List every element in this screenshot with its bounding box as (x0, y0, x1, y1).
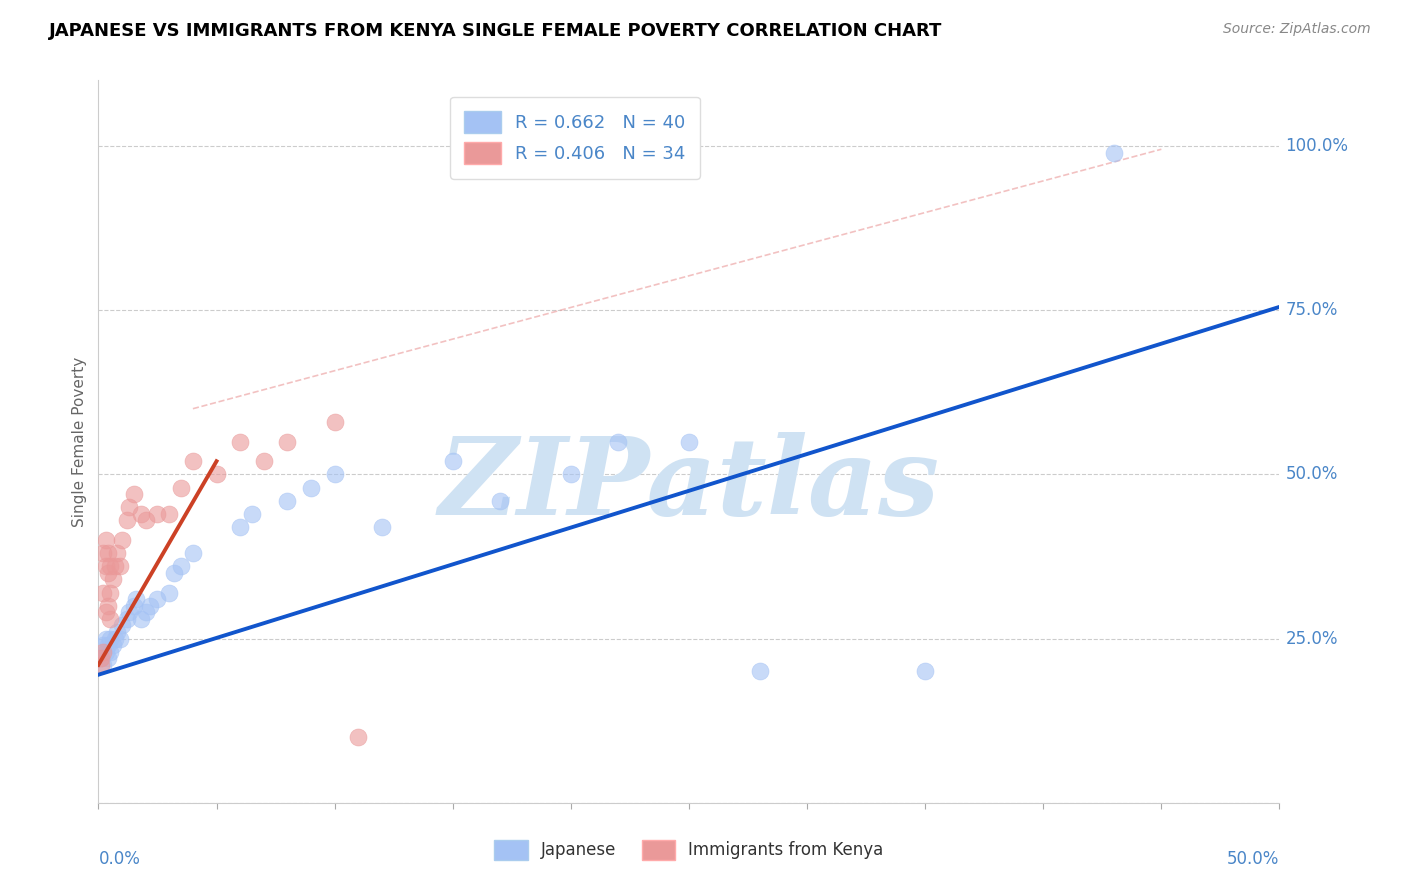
Point (91, 638, 114, 652)
Point (108, 559, 131, 574)
Point (170, 481, 193, 495)
Point (122, 599, 145, 613)
Point (135, 605, 157, 619)
Point (90, 651, 112, 665)
Point (347, 730, 370, 744)
Point (98, 585, 121, 599)
Point (229, 434, 252, 449)
Point (111, 618, 134, 632)
Point (98, 645, 121, 659)
Point (157, 585, 180, 599)
Point (122, 487, 145, 501)
Point (118, 500, 141, 515)
Point (90, 657, 112, 672)
Point (101, 638, 124, 652)
Point (607, 434, 630, 449)
Point (489, 493, 512, 508)
Point (91, 657, 114, 672)
Point (104, 632, 127, 646)
Text: 50.0%: 50.0% (1227, 850, 1279, 868)
Point (91, 546, 114, 560)
Point (276, 434, 298, 449)
Point (1102, 145, 1125, 160)
Point (146, 592, 169, 607)
Point (276, 493, 298, 508)
Point (97, 546, 120, 560)
Point (105, 625, 128, 640)
Point (104, 559, 127, 574)
Point (157, 507, 180, 521)
Point (129, 612, 152, 626)
Point (97, 638, 120, 652)
Point (441, 454, 464, 468)
Point (101, 573, 124, 587)
Point (94, 645, 117, 659)
Text: 50.0%: 50.0% (1285, 466, 1337, 483)
Point (146, 507, 169, 521)
Point (105, 546, 128, 560)
Point (98, 612, 121, 626)
Point (163, 566, 186, 580)
Text: 100.0%: 100.0% (1285, 137, 1348, 155)
Point (323, 467, 346, 482)
Point (91, 645, 114, 659)
Point (94, 533, 117, 547)
Point (94, 632, 117, 646)
Point (253, 454, 276, 468)
Point (299, 481, 322, 495)
Point (97, 599, 120, 613)
Point (97, 566, 120, 580)
Point (111, 533, 134, 547)
Legend: Japanese, Immigrants from Kenya: Japanese, Immigrants from Kenya (488, 833, 890, 867)
Point (205, 467, 228, 482)
Point (748, 665, 770, 679)
Point (115, 513, 138, 527)
Point (560, 467, 582, 482)
Point (135, 513, 157, 527)
Point (240, 507, 263, 521)
Text: Source: ZipAtlas.com: Source: ZipAtlas.com (1223, 22, 1371, 37)
Text: 25.0%: 25.0% (1285, 630, 1339, 648)
Point (914, 665, 936, 679)
Point (94, 605, 117, 619)
Point (371, 520, 394, 534)
Point (181, 454, 204, 468)
Point (91, 585, 114, 599)
Point (115, 612, 138, 626)
Point (94, 559, 117, 574)
Point (181, 546, 204, 560)
Point (97, 651, 120, 665)
Point (323, 415, 346, 429)
Point (170, 559, 193, 574)
Point (139, 599, 162, 613)
Point (98, 559, 121, 574)
Point (90, 651, 112, 665)
Text: ZIPatlas: ZIPatlas (439, 432, 939, 538)
Point (108, 632, 131, 646)
Point (129, 507, 152, 521)
Text: JAPANESE VS IMMIGRANTS FROM KENYA SINGLE FEMALE POVERTY CORRELATION CHART: JAPANESE VS IMMIGRANTS FROM KENYA SINGLE… (49, 22, 942, 40)
Point (229, 520, 252, 534)
Text: 0.0%: 0.0% (98, 850, 141, 868)
Text: 75.0%: 75.0% (1285, 301, 1337, 319)
Point (98, 632, 121, 646)
Point (125, 592, 148, 607)
Point (678, 434, 700, 449)
Y-axis label: Single Female Poverty: Single Female Poverty (72, 357, 87, 526)
Point (118, 605, 141, 619)
